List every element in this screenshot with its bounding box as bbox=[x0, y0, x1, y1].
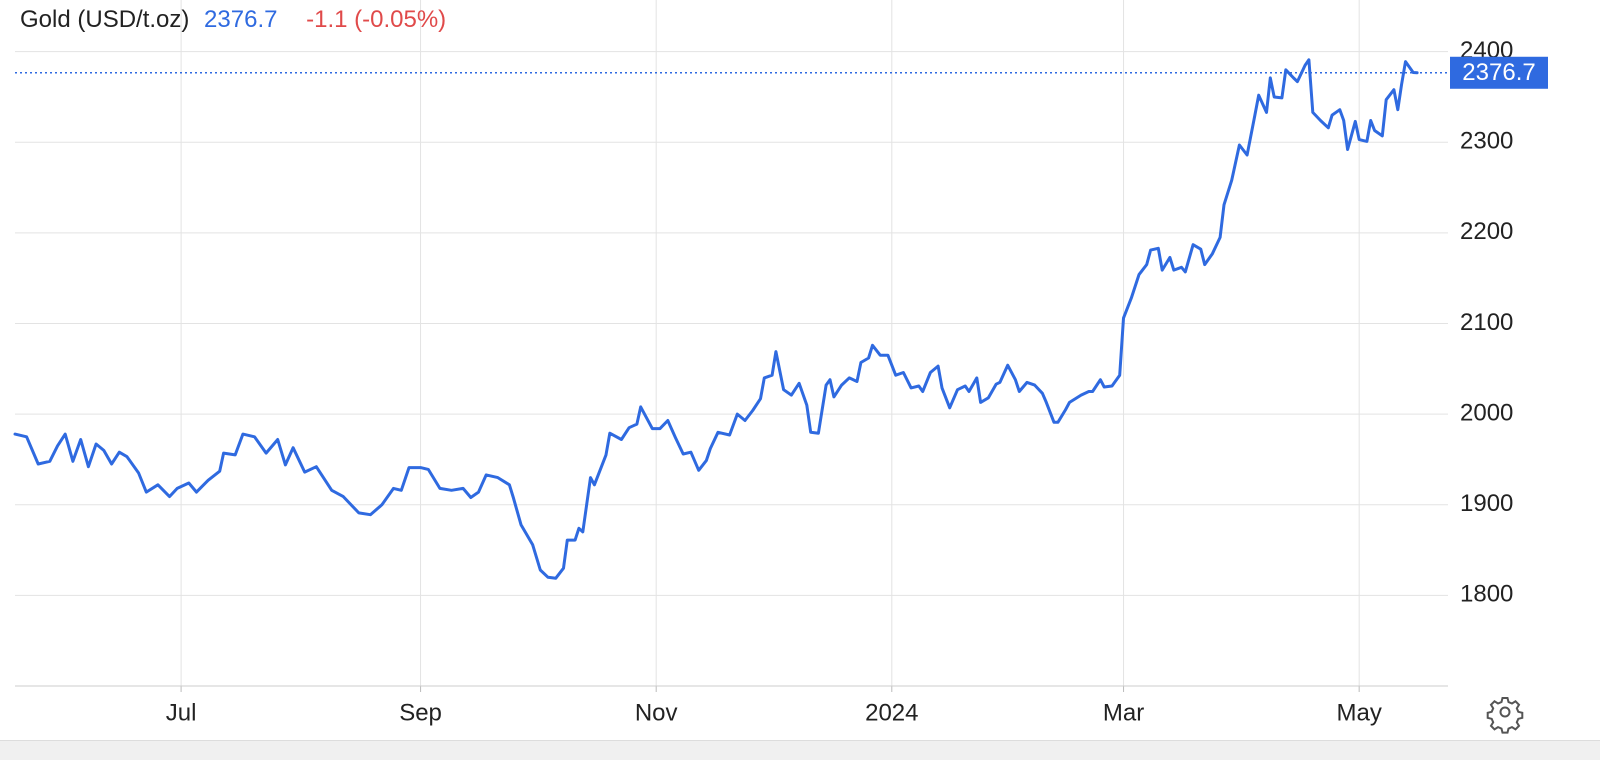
y-tick-label: 2200 bbox=[1460, 218, 1513, 245]
y-tick-label: 2000 bbox=[1460, 399, 1513, 426]
price-change: -1.1 (-0.05%) bbox=[306, 6, 447, 33]
y-tick-label: 1900 bbox=[1460, 490, 1513, 517]
price-line bbox=[13, 58, 1419, 580]
last-price: 2376.7 bbox=[204, 6, 278, 33]
chart-title: Gold (USD/t.oz) bbox=[20, 6, 190, 33]
chart-header: Gold (USD/t.oz) 2376.7 -1.1 (-0.05%) bbox=[20, 6, 468, 34]
last-value-box bbox=[1450, 56, 1548, 89]
gear-hub bbox=[1499, 706, 1511, 718]
y-tick-label: 1800 bbox=[1460, 581, 1513, 608]
x-tick-label: Jul bbox=[166, 699, 197, 726]
x-tick-label: Sep bbox=[399, 699, 442, 726]
footer-bar bbox=[0, 740, 1600, 760]
x-tick-label: Mar bbox=[1103, 699, 1144, 726]
x-tick-label: 2024 bbox=[865, 699, 918, 726]
y-tick-label: 2300 bbox=[1460, 128, 1513, 155]
y-tick-label: 2100 bbox=[1460, 309, 1513, 336]
gear-outline bbox=[1486, 697, 1524, 734]
x-tick-label: Nov bbox=[635, 699, 678, 726]
settings-icon[interactable] bbox=[1486, 697, 1524, 734]
x-tick-label: May bbox=[1336, 699, 1381, 726]
last-value-label: 2376.7 bbox=[1462, 59, 1535, 86]
